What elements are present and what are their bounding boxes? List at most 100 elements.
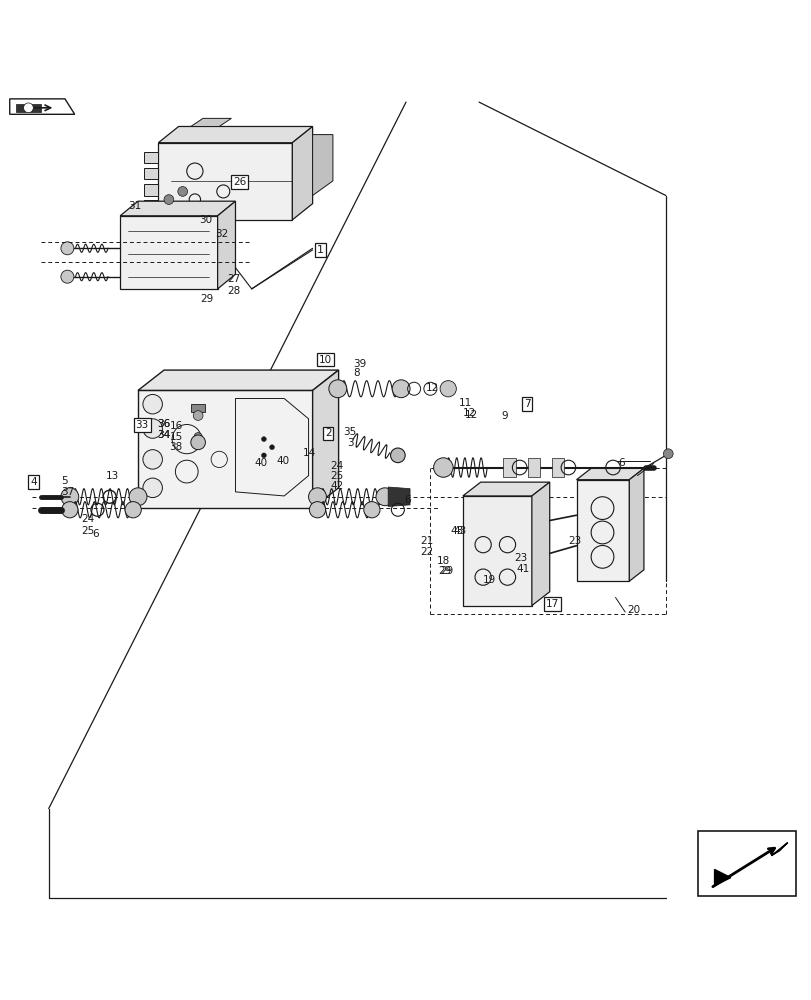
Circle shape <box>143 450 162 469</box>
Text: 1: 1 <box>316 245 324 255</box>
Text: 42: 42 <box>330 481 343 491</box>
Text: 24: 24 <box>81 514 94 524</box>
Polygon shape <box>10 99 75 114</box>
Bar <box>191 404 205 412</box>
Polygon shape <box>629 468 643 581</box>
Circle shape <box>193 411 203 420</box>
Circle shape <box>663 449 672 459</box>
Circle shape <box>363 502 380 518</box>
Text: 6: 6 <box>618 458 624 468</box>
Circle shape <box>24 103 33 113</box>
Text: 9: 9 <box>501 411 508 421</box>
Polygon shape <box>503 458 515 477</box>
Polygon shape <box>462 482 549 496</box>
Text: 13: 13 <box>105 471 118 481</box>
Circle shape <box>62 502 78 518</box>
Circle shape <box>61 270 74 283</box>
Polygon shape <box>144 152 158 163</box>
Polygon shape <box>312 135 333 196</box>
Text: 43: 43 <box>450 526 463 536</box>
Polygon shape <box>714 869 730 886</box>
Polygon shape <box>527 458 539 477</box>
Polygon shape <box>388 487 410 506</box>
Polygon shape <box>191 118 231 126</box>
Text: 30: 30 <box>199 215 212 225</box>
Polygon shape <box>462 496 531 606</box>
Text: 7: 7 <box>523 399 530 409</box>
Circle shape <box>61 242 74 255</box>
Text: 18: 18 <box>436 556 449 566</box>
Text: 23: 23 <box>568 536 581 546</box>
Text: 12: 12 <box>425 383 438 393</box>
Polygon shape <box>144 168 158 179</box>
Text: 40: 40 <box>254 458 267 468</box>
Circle shape <box>269 445 274 450</box>
Circle shape <box>194 433 202 441</box>
Circle shape <box>164 195 174 204</box>
Text: 20: 20 <box>626 605 639 615</box>
Text: 6: 6 <box>92 529 98 539</box>
Text: 32: 32 <box>215 229 228 239</box>
Circle shape <box>328 380 346 398</box>
Text: 36: 36 <box>157 419 169 429</box>
Text: 17: 17 <box>545 599 558 609</box>
Text: 38: 38 <box>169 442 182 452</box>
Text: 6: 6 <box>404 495 410 505</box>
Text: 43: 43 <box>453 526 466 536</box>
Text: 31: 31 <box>128 201 141 211</box>
Text: 29: 29 <box>440 566 453 576</box>
Polygon shape <box>217 201 235 289</box>
Text: 24: 24 <box>330 461 343 471</box>
Text: 11: 11 <box>458 398 471 408</box>
Circle shape <box>61 488 79 506</box>
Text: 29: 29 <box>438 566 451 576</box>
Circle shape <box>392 380 410 398</box>
Text: 26: 26 <box>233 177 246 187</box>
Circle shape <box>309 502 325 518</box>
Text: 25: 25 <box>81 526 94 536</box>
Text: 41: 41 <box>516 564 529 574</box>
Text: 19: 19 <box>482 575 495 585</box>
Text: 23: 23 <box>513 553 526 563</box>
Text: 25: 25 <box>330 471 343 481</box>
Text: 34: 34 <box>157 430 169 440</box>
Text: 12: 12 <box>462 408 475 418</box>
Polygon shape <box>144 200 158 212</box>
Circle shape <box>125 502 141 518</box>
Polygon shape <box>576 468 643 480</box>
Circle shape <box>433 458 453 477</box>
Text: 29: 29 <box>200 294 213 304</box>
Polygon shape <box>292 126 312 220</box>
Text: 4: 4 <box>30 477 36 487</box>
Text: 33: 33 <box>135 420 148 430</box>
Circle shape <box>143 478 162 498</box>
Polygon shape <box>158 143 292 220</box>
Text: 36: 36 <box>157 419 169 429</box>
Polygon shape <box>138 370 338 390</box>
Polygon shape <box>312 370 338 508</box>
Text: 2: 2 <box>324 428 331 438</box>
Text: 8: 8 <box>353 368 359 378</box>
Polygon shape <box>120 201 235 216</box>
Circle shape <box>191 435 205 450</box>
Circle shape <box>261 453 266 458</box>
Circle shape <box>390 448 405 463</box>
Text: 10: 10 <box>319 355 332 365</box>
Circle shape <box>129 488 147 506</box>
Polygon shape <box>138 390 312 508</box>
Circle shape <box>375 488 393 506</box>
Circle shape <box>308 488 326 506</box>
Text: 35: 35 <box>342 427 355 437</box>
Polygon shape <box>120 216 217 289</box>
Text: 34: 34 <box>157 430 169 440</box>
Circle shape <box>261 437 266 442</box>
Circle shape <box>143 419 162 438</box>
Text: 15: 15 <box>169 432 182 442</box>
Text: 21: 21 <box>420 536 433 546</box>
Text: 37: 37 <box>61 487 74 497</box>
Circle shape <box>143 394 162 414</box>
Polygon shape <box>576 480 629 581</box>
Polygon shape <box>531 482 549 606</box>
Text: 14: 14 <box>303 448 315 458</box>
Polygon shape <box>770 843 787 856</box>
